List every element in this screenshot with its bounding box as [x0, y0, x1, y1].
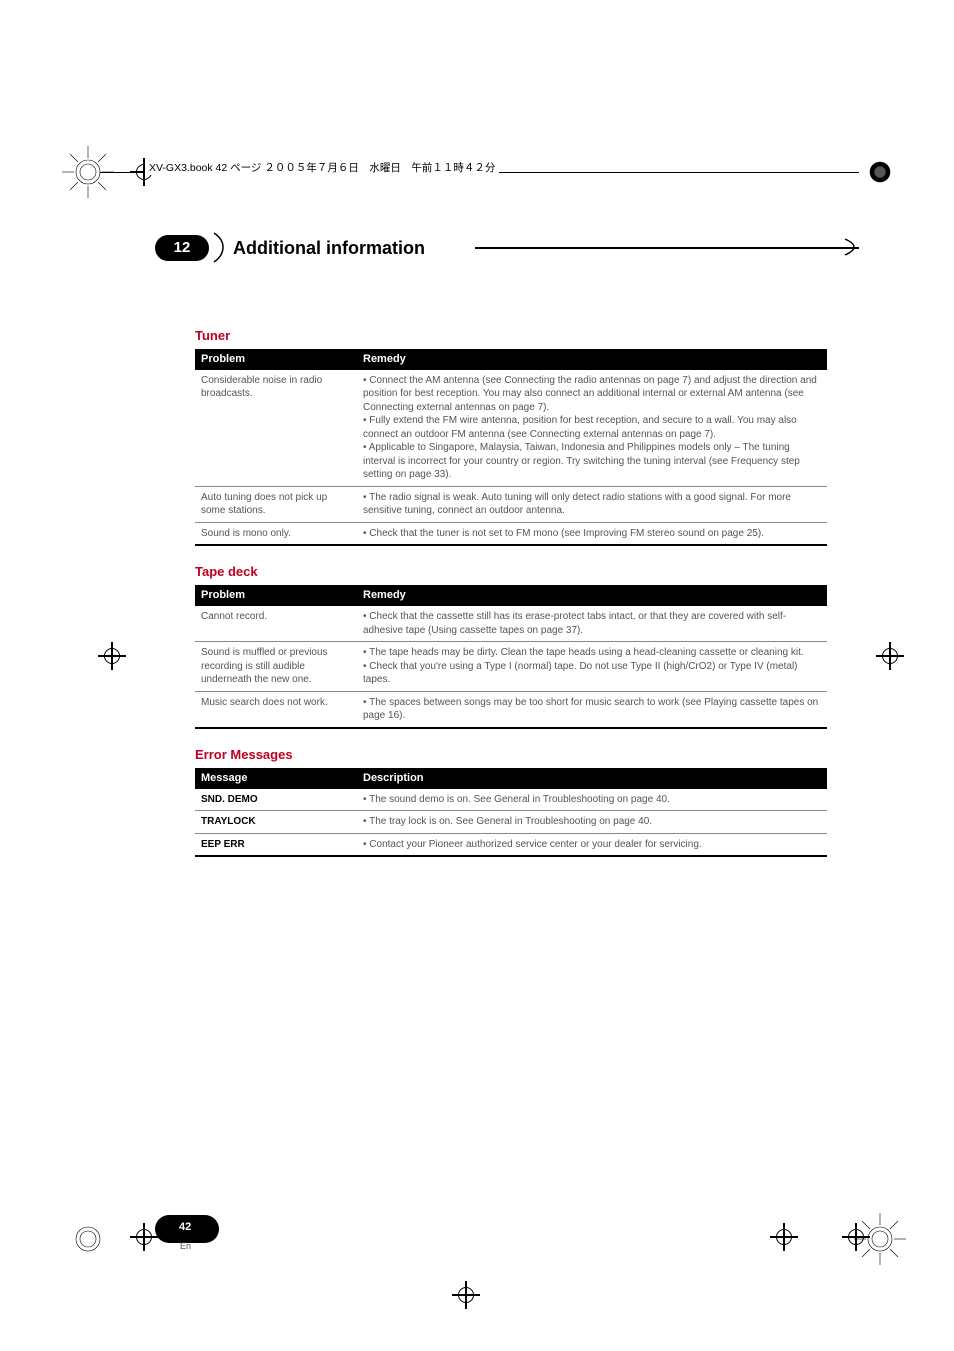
table-row: EEP ERR • Contact your Pioneer authorize… — [195, 833, 827, 856]
header-filepath: XV-GX3.book 42 ページ ２００５年７月６日 水曜日 午前１１時４２… — [145, 160, 499, 175]
cell-message: EEP ERR — [195, 833, 357, 856]
table-row: SND. DEMO • The sound demo is on. See Ge… — [195, 789, 827, 811]
section-title-tuner: Tuner — [195, 328, 827, 343]
section-title-tape: Tape deck — [195, 564, 827, 579]
cell-remedy: • Check that the tuner is not set to FM … — [357, 522, 827, 545]
print-mark-crosshair — [842, 1223, 872, 1253]
table-row: Auto tuning does not pick up some statio… — [195, 486, 827, 522]
cell-problem: Considerable noise in radio broadcasts. — [195, 370, 357, 487]
table-row: TRAYLOCK • The tray lock is on. See Gene… — [195, 811, 827, 834]
tape-table: Problem Remedy Cannot record. • Check th… — [195, 585, 827, 728]
cell-remedy: • The radio signal is weak. Auto tuning … — [357, 486, 827, 522]
print-mark-crosshair — [770, 1223, 800, 1253]
col-header-message: Message — [195, 768, 357, 789]
print-mark-crosshair — [876, 642, 906, 672]
cell-remedy: • The tape heads may be dirty. Clean the… — [357, 642, 827, 692]
print-mark-crosshair — [98, 642, 128, 672]
table-row: Sound is muffled or previous recording i… — [195, 642, 827, 692]
chapter-title: Additional information — [233, 235, 425, 261]
col-header-remedy: Remedy — [357, 585, 827, 606]
errors-table: Message Description SND. DEMO • The soun… — [195, 768, 827, 857]
section-title-errors: Error Messages — [195, 747, 827, 762]
col-header-description: Description — [357, 768, 827, 789]
cell-description: • The tray lock is on. See General in Tr… — [357, 811, 827, 834]
cell-problem: Sound is mono only. — [195, 522, 357, 545]
print-mark-sunburst — [854, 146, 906, 198]
col-header-remedy: Remedy — [357, 349, 827, 370]
chapter-rule — [475, 247, 859, 249]
cell-problem: Auto tuning does not pick up some statio… — [195, 486, 357, 522]
chapter-bracket-icon — [210, 232, 228, 263]
cell-remedy: • Check that the cassette still has its … — [357, 606, 827, 642]
cell-remedy: • The spaces between songs may be too sh… — [357, 691, 827, 728]
page-language: En — [180, 1241, 191, 1251]
content-area: Tuner Problem Remedy Considerable noise … — [195, 310, 827, 857]
table-row: Cannot record. • Check that the cassette… — [195, 606, 827, 642]
page: XV-GX3.book 42 ページ ２００５年７月６日 水曜日 午前１１時４２… — [0, 0, 954, 1351]
cell-problem: Cannot record. — [195, 606, 357, 642]
chapter-endcap-icon — [844, 238, 862, 256]
cell-remedy: • Connect the AM antenna (see Connecting… — [357, 370, 827, 487]
cell-description: • The sound demo is on. See General in T… — [357, 789, 827, 811]
cell-message: TRAYLOCK — [195, 811, 357, 834]
print-mark-sunburst — [62, 1213, 114, 1265]
chapter-number: 12 — [155, 235, 209, 261]
cell-message: SND. DEMO — [195, 789, 357, 811]
chapter-heading: 12 Additional information — [155, 235, 859, 265]
page-number: 42 — [179, 1221, 191, 1233]
col-header-problem: Problem — [195, 585, 357, 606]
tuner-table: Problem Remedy Considerable noise in rad… — [195, 349, 827, 546]
table-row: Considerable noise in radio broadcasts. … — [195, 370, 827, 487]
table-row: Sound is mono only. • Check that the tun… — [195, 522, 827, 545]
col-header-problem: Problem — [195, 349, 357, 370]
table-row: Music search does not work. • The spaces… — [195, 691, 827, 728]
cell-description: • Contact your Pioneer authorized servic… — [357, 833, 827, 856]
cell-problem: Sound is muffled or previous recording i… — [195, 642, 357, 692]
cell-problem: Music search does not work. — [195, 691, 357, 728]
print-mark-crosshair — [452, 1281, 482, 1311]
